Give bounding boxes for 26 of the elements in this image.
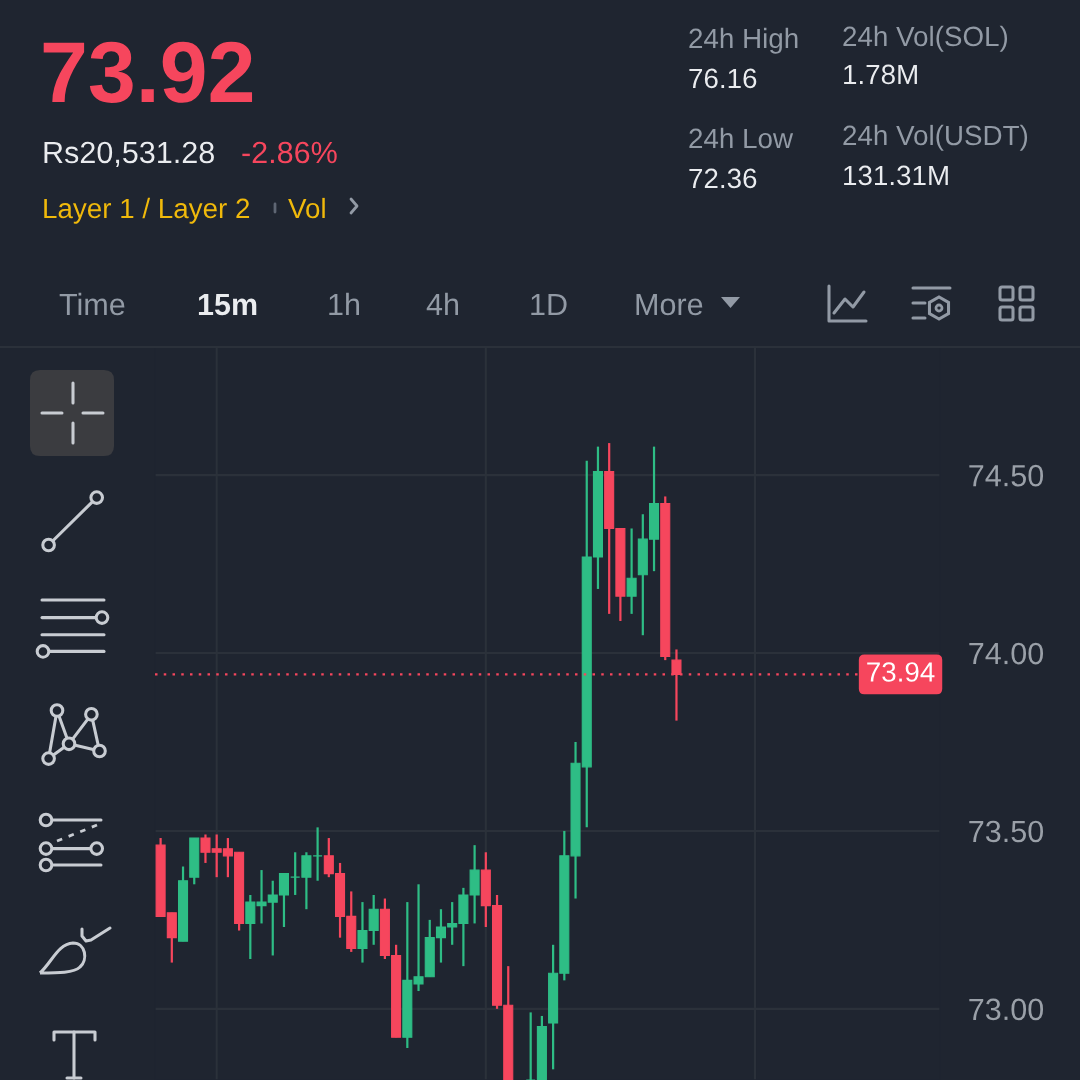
- y-tick-label: 74.00: [969, 642, 1044, 665]
- y-tick-label: 74.50: [969, 464, 1044, 487]
- text: 1.78M: [844, 64, 917, 85]
- text: 24h Low: [689, 127, 794, 149]
- text: -2.86%: [242, 141, 337, 164]
- text: Vol: [288, 197, 325, 219]
- text: Layer 1 / Layer 2: [44, 197, 250, 224]
- text: 24h Vol(USDT): [843, 124, 1028, 151]
- y-tick-label: 73.50: [969, 820, 1044, 843]
- y-tick-label: 73.00: [969, 998, 1044, 1021]
- candlestick: [626, 527, 637, 615]
- candlestick: [525, 1011, 536, 1080]
- ref-line-label: 73.94: [867, 662, 935, 682]
- text: Time: [59, 292, 125, 316]
- text: 4h: [426, 292, 458, 315]
- text: 1h: [329, 292, 359, 315]
- text: More: [636, 293, 703, 316]
- text: 24h High: [689, 27, 798, 54]
- text: 1D: [531, 293, 567, 315]
- text: 73.92: [43, 41, 253, 103]
- text: 24h Vol(SOL): [843, 25, 1008, 52]
- text: 131.31M: [844, 165, 948, 186]
- text: 72.36: [689, 168, 757, 189]
- text: 76.16: [689, 68, 757, 89]
- text: 15m: [198, 293, 257, 316]
- text: Rs20,531.28: [44, 141, 214, 167]
